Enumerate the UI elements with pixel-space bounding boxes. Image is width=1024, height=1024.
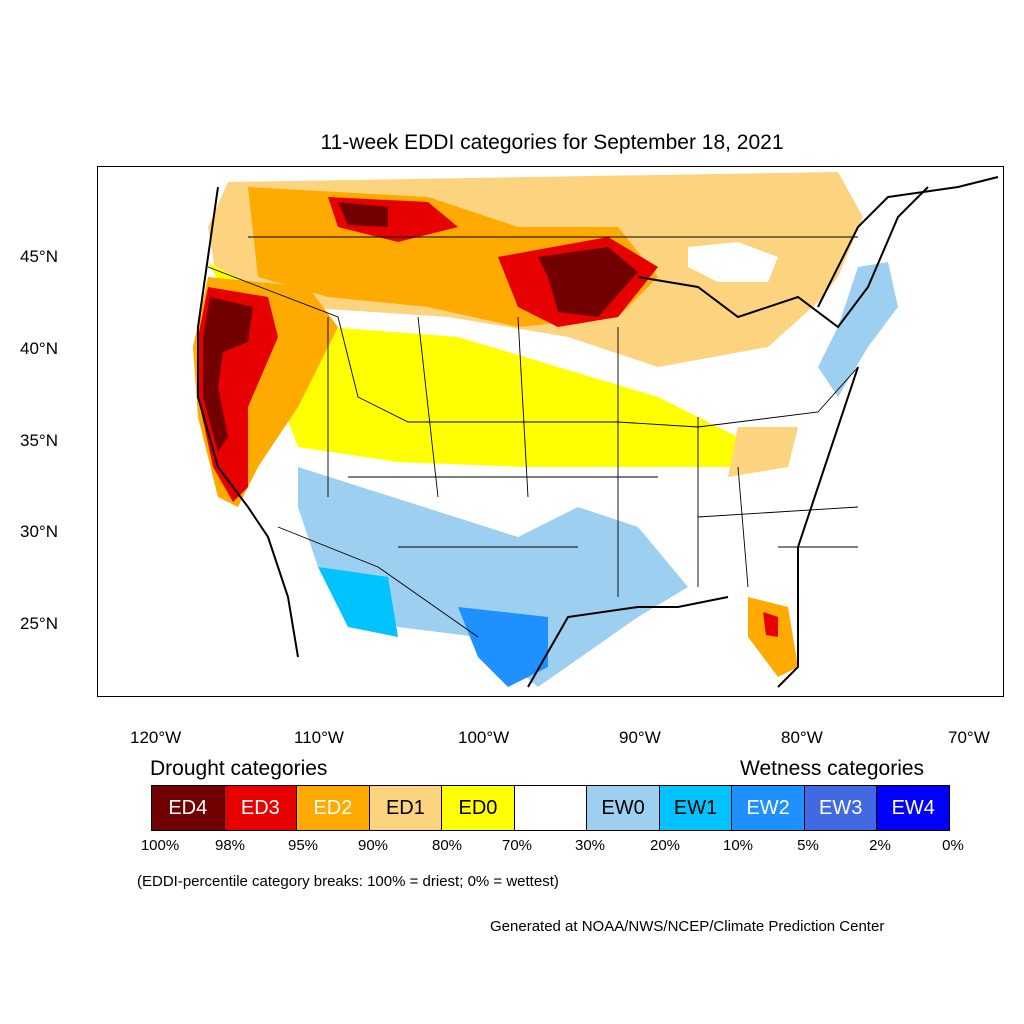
legend-cell-ew3: EW3 [804,786,878,830]
pct-label: 5% [797,837,819,854]
lon-label-90: 90°W [619,728,661,747]
florida-ed3 [763,612,778,637]
legend-cell-ew0: EW0 [587,786,660,830]
credit-line: Generated at NOAA/NWS/NCEP/Climate Predi… [490,918,885,935]
lon-label-120: 120°W [130,728,182,747]
legend-cell-ed0: ED0 [442,786,515,830]
lon-label-80: 80°W [781,728,823,747]
legend-cell-ed4: ED4 [152,786,225,830]
ed4-upper-midwest [538,247,638,317]
coastline [197,176,999,688]
ed4-north [338,202,388,227]
drought-heading: Drought categories [150,757,328,780]
northern-wetness [818,262,898,397]
pct-label: 95% [287,837,319,854]
pct-label: 2% [869,837,891,854]
pct-label: 10% [722,837,754,854]
lon-label-110: 110°W [294,728,344,747]
lat-label-40: 40°N [20,339,58,358]
lat-label-45: 45°N [20,247,58,266]
texas-ew2 [458,607,548,687]
eddi-map [193,172,999,688]
legend-cell-ed1: ED1 [369,786,443,830]
pct-label: 98% [214,837,246,854]
pct-label: 80% [431,837,463,854]
lat-label-30: 30°N [20,522,58,541]
appalachia-ed2 [728,427,798,477]
lat-label-25: 25°N [20,614,58,633]
florida-ed2 [748,597,798,677]
lat-label-35: 35°N [20,431,58,450]
west-coast-ed4 [203,297,253,452]
legend-cell-ew4: EW4 [877,786,950,830]
map-panel [97,166,1004,697]
lon-label-70: 70°W [948,728,990,747]
wetness-heading: Wetness categories [740,757,925,780]
boundaries [207,236,859,638]
ontario-white [688,242,778,282]
pct-label: 90% [357,837,389,854]
lon-label-100: 100°W [458,728,510,747]
legend-cell-ew2: EW2 [732,786,805,830]
legend-cell-ew1: EW1 [659,786,733,830]
category-note: (EDDI-percentile category breaks: 100% =… [137,873,559,890]
yellow-band [208,262,788,467]
pct-label: 70% [501,837,533,854]
pct-label: 30% [574,837,606,854]
pct-label: 0% [942,837,964,854]
legend-colorbar: ED4 ED3 ED2 ED1 ED0 EW0 EW1 EW2 EW3 EW4 [151,785,950,831]
legend-cell-ed2: ED2 [297,786,370,830]
pct-label: 100% [140,837,180,854]
map-title: 11-week EDDI categories for September 18… [320,131,784,154]
legend-cell-ed3: ED3 [224,786,298,830]
legend-cell-neutral [514,786,588,830]
southwest-ew1 [318,567,398,637]
pct-label: 20% [649,837,681,854]
southwest-ew0 [298,467,688,687]
